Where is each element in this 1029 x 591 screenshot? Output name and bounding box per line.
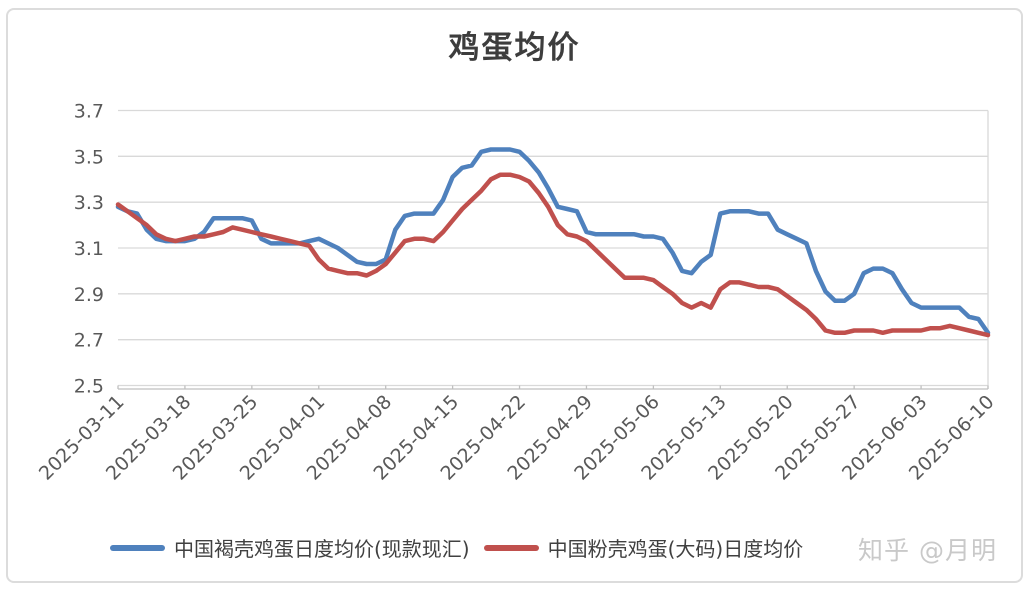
series-line-pink-shell-egg bbox=[115, 172, 991, 338]
series-line-brown-shell-egg bbox=[115, 147, 991, 336]
y-axis-label: 2.7 bbox=[74, 330, 104, 352]
y-axis-label: 3.3 bbox=[74, 192, 104, 214]
legend-label-brown-shell-egg: 中国褐壳鸡蛋日度均价(现款现汇) bbox=[174, 537, 470, 561]
legend-line-sample-red bbox=[483, 544, 539, 551]
y-axis-label: 2.9 bbox=[74, 284, 104, 306]
legend-label-pink-shell-egg: 中国粉壳鸡蛋(大码)日度均价 bbox=[547, 537, 804, 561]
legend-line-sample-blue bbox=[110, 544, 165, 551]
legend-item-pink-shell-egg: 中国粉壳鸡蛋(大码)日度均价 bbox=[483, 533, 804, 562]
y-axis-label: 2.5 bbox=[74, 376, 104, 398]
watermark: 知乎 @月明 bbox=[858, 536, 997, 565]
legend: 中国褐壳鸡蛋日度均价(现款现汇) 中国粉壳鸡蛋(大码)日度均价 bbox=[110, 533, 803, 562]
y-axis-label: 3.1 bbox=[74, 238, 104, 260]
y-axis-label: 3.7 bbox=[74, 101, 104, 123]
chart-title: 鸡蛋均价 bbox=[448, 30, 581, 66]
y-axis-label: 3.5 bbox=[74, 146, 104, 168]
legend-item-brown-shell-egg: 中国褐壳鸡蛋日度均价(现款现汇) bbox=[110, 533, 470, 562]
